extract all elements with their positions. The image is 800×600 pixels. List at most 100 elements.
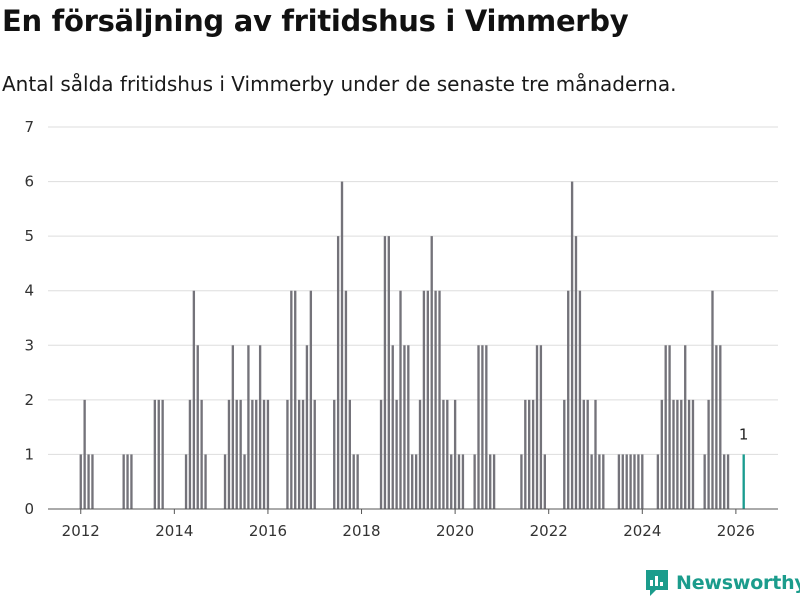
bar [418,399,422,509]
bar [590,454,593,509]
newsworthy-logo: Newsworthy [644,568,800,598]
bar [680,399,683,509]
bar [637,454,640,509]
bar [567,290,570,509]
bar [333,399,336,509]
brand-name: Newsworthy [676,572,800,594]
bar [582,399,585,509]
bar [602,454,605,509]
bar [313,399,316,509]
y-tick-label: 5 [24,227,34,245]
bar [625,454,628,509]
bar [379,399,383,509]
x-tick-label: 2014 [155,522,193,540]
bar [83,399,86,509]
bar [684,345,687,509]
bar [348,399,351,509]
bar [196,345,199,509]
bar [633,454,636,509]
bar [395,399,398,509]
bar [539,345,543,509]
bar [79,454,82,509]
bar [489,454,492,509]
bar [387,236,390,509]
bar [477,345,480,509]
bar [227,399,231,509]
bar [672,399,675,509]
bar [719,345,722,509]
bar [586,399,589,509]
bar [352,454,355,509]
bar [294,290,297,509]
y-tick-label: 3 [24,336,34,354]
bar [492,454,496,509]
bar [617,454,621,509]
bar [309,290,313,509]
chart-subtitle: Antal sålda fritidshus i Vimmerby under … [2,72,677,96]
bar [391,345,394,509]
bar [126,454,129,509]
bar [243,454,246,509]
bar [297,399,301,509]
y-tick-label: 6 [24,173,34,191]
bar [87,454,90,509]
bar [258,345,262,509]
bar [153,399,156,509]
bar [453,399,457,509]
bar [656,454,660,509]
bar [239,399,242,509]
bar [578,290,582,509]
bar [520,454,523,509]
bar [188,399,192,509]
bar [457,454,461,509]
bar [223,454,227,509]
annotations: 1 [739,425,749,443]
bar [231,345,235,509]
bar [255,399,258,509]
bar [399,290,402,509]
bar [430,236,433,509]
bar [664,345,667,509]
bar [403,345,406,509]
bar [438,290,441,509]
bar [660,399,663,509]
y-tick-label: 0 [24,500,34,518]
y-tick-label: 4 [24,282,34,300]
bar [485,345,488,509]
x-tick-label: 2026 [717,522,755,540]
x-axis: 2012 2014 2016 2018 2020 2022 2024 2026 [48,508,778,540]
bar [266,399,270,509]
bar [411,454,414,509]
x-tick-label: 2018 [342,522,380,540]
bar [91,454,94,509]
chart-title: En försäljning av fritidshus i Vimmerby [2,4,629,38]
bar [598,454,601,509]
bar [535,345,539,509]
bar [563,399,566,509]
x-tick-label: 2022 [530,522,568,540]
bar [161,399,164,509]
bar [668,345,671,509]
bar [703,454,706,509]
bar [340,181,344,509]
bar [184,454,188,509]
bar [383,236,387,509]
bar [204,454,207,509]
data-label: 1 [739,425,749,443]
bar [711,290,714,509]
bar [707,399,710,509]
bar [621,454,624,509]
y-tick-label: 7 [24,118,34,136]
bar [247,345,250,509]
bar [251,399,254,509]
y-tick-label: 2 [24,391,34,409]
bar [414,454,418,509]
bar [629,454,632,509]
bar [336,236,340,509]
bar [594,399,597,509]
bar [122,454,125,509]
bar [687,399,691,509]
y-axis: 0 1 2 3 4 5 6 7 [24,118,34,518]
bar [715,345,718,509]
